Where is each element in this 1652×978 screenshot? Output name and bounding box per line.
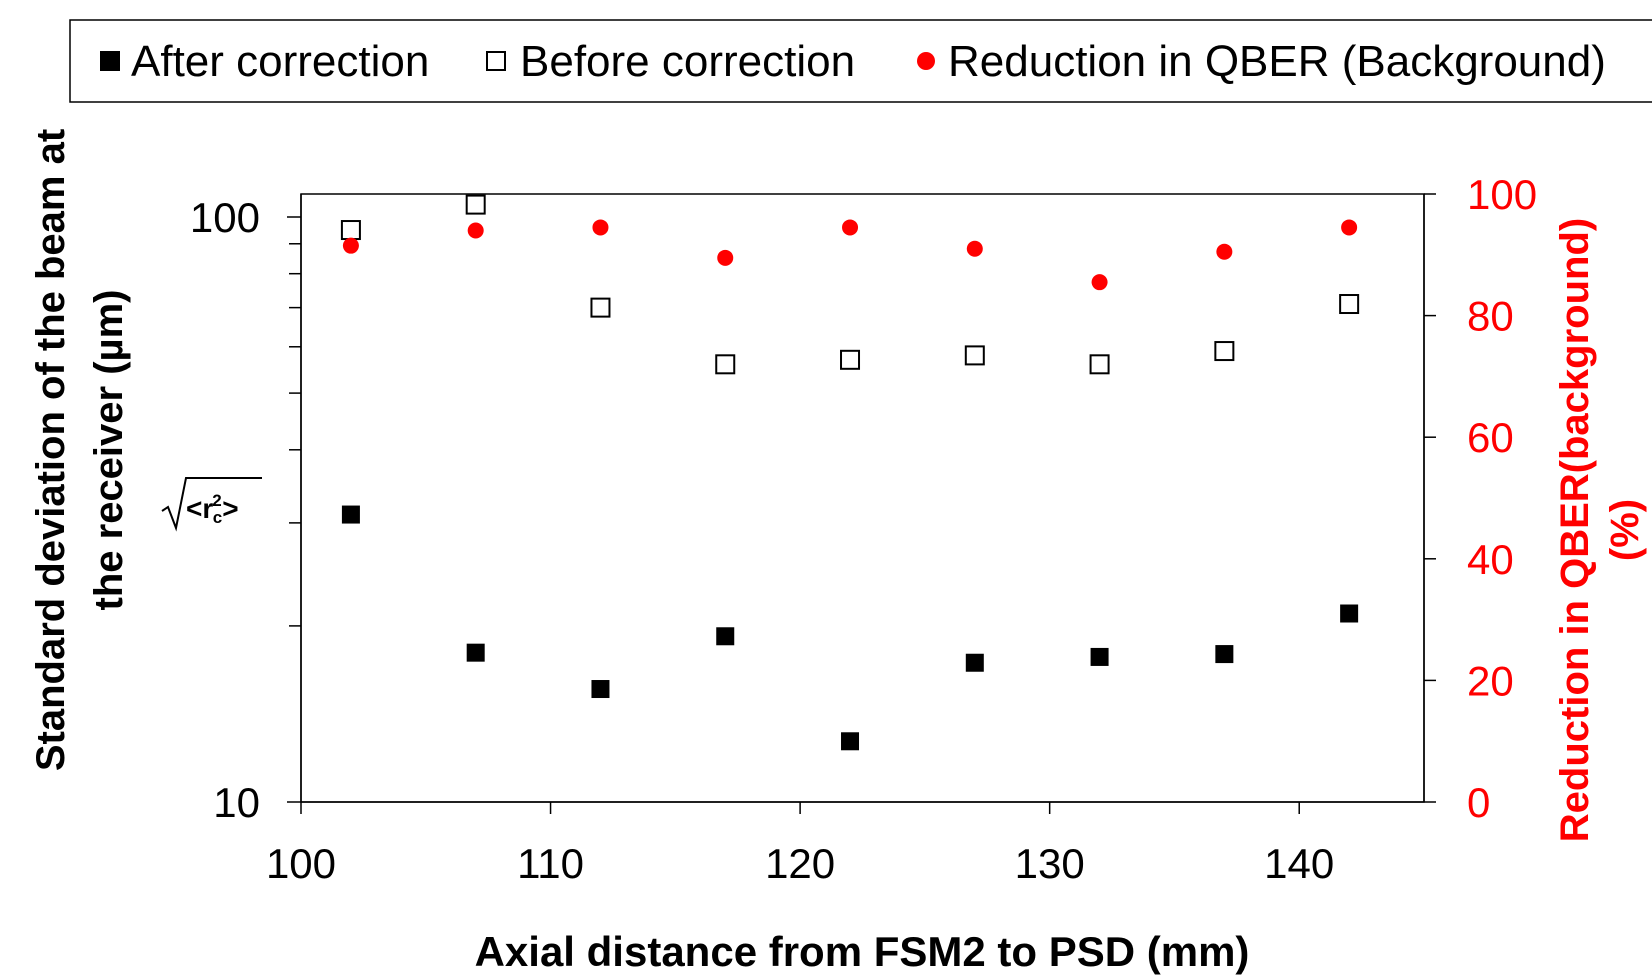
qber-reduction-point [1216,243,1233,260]
x-axis: 100 110 120 130 140 [266,801,1424,887]
plot-area [300,193,1425,803]
after-correction-point [341,505,360,524]
y-right-axis-title: Reduction in QBER(background) (%) [1553,218,1647,842]
before-correction-point [340,220,361,241]
series-3 [342,219,1358,291]
before-correction-point [715,354,736,375]
y-left-axis-title-line1: Standard deviation of the beam at [29,129,73,771]
x-tick-label: 110 [517,840,584,887]
formula-sup: 2 [212,491,221,510]
x-tick-label: 140 [1264,840,1334,887]
legend-label-after: After correction [131,37,429,86]
qber-reduction-point [342,237,359,254]
after-correction-point [1090,647,1109,666]
before-correction-point [1089,354,1110,375]
legend-label-before: Before correction [520,37,855,86]
x-tick-label: 130 [1015,840,1085,887]
qber-reduction-point [717,249,734,266]
y-left-axis-title-line2: the receiver (µm) [87,290,131,611]
qber-reduction-point [467,222,484,239]
x-axis-title: Axial distance from FSM2 to PSD (mm) [475,928,1250,975]
y-left-tick-label-bottom: 10 [213,779,260,826]
legend-marker-after [100,51,120,71]
y-right-axis-title-line1: Reduction in QBER(background) [1553,218,1597,842]
series-layer [340,194,1360,751]
y-left-axis-title: Standard deviation of the beam at the re… [29,129,131,771]
qber-reduction-point [842,219,859,236]
y-right-tick-label: 0 [1467,779,1490,826]
after-correction-point [716,627,735,646]
series-1 [341,505,1359,751]
before-correction-point [590,297,611,318]
y-right-axis: 0 20 40 60 80 100 [1423,171,1537,826]
qber-reduction-point [592,219,609,236]
before-correction-point [840,349,861,370]
legend-marker-reduction [917,52,935,70]
qber-reduction-point [1091,274,1108,291]
y-left-axis [287,194,302,803]
qber-reduction-point [966,240,983,257]
after-correction-point [466,643,485,662]
after-correction-point [1215,645,1234,664]
formula-annotation: <r2 c> [161,477,262,532]
legend: After correction Before correction Reduc… [69,19,1652,103]
legend-label-reduction: Reduction in QBER (Background) [948,37,1606,86]
y-right-tick-label: 100 [1467,171,1537,218]
y-right-tick-label: 60 [1467,414,1514,461]
formula-tail: > [222,493,238,524]
y-right-axis-title-line2: (%) [1603,499,1647,561]
legend-marker-before [486,51,506,71]
after-correction-point [1340,604,1359,623]
y-right-tick-label: 20 [1467,657,1514,704]
after-correction-point [841,732,860,751]
sqrt-sign [161,477,262,532]
before-correction-point [1214,341,1235,362]
legend-box [69,19,1652,103]
series-2 [340,194,1360,375]
before-correction-point [465,194,486,215]
qber-reduction-point [1341,219,1358,236]
x-tick-label: 100 [266,840,336,887]
y-right-tick-label: 80 [1467,293,1514,340]
after-correction-point [965,653,984,672]
formula-sub: c [213,508,222,527]
svg-text:<r2c>: <r2 c> [186,491,239,527]
x-tick-label: 120 [765,840,835,887]
before-correction-point [1339,294,1360,315]
formula-body: <r [186,493,213,524]
after-correction-point [591,680,610,699]
y-right-tick-label: 40 [1467,536,1514,583]
y-left-tick-label-top: 100 [190,194,260,241]
before-correction-point [964,345,985,366]
